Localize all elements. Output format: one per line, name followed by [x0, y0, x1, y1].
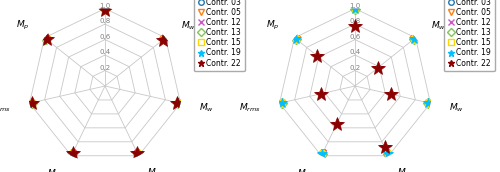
Legend: Contr. 03, Contr. 05, Contr. 12, Contr. 13, Contr. 15, Contr. 19, Contr. 22: Contr. 03, Contr. 05, Contr. 12, Contr. …	[444, 0, 495, 71]
Legend: Contr. 03, Contr. 05, Contr. 12, Contr. 13, Contr. 15, Contr. 19, Contr. 22: Contr. 03, Contr. 05, Contr. 12, Contr. …	[194, 0, 245, 71]
